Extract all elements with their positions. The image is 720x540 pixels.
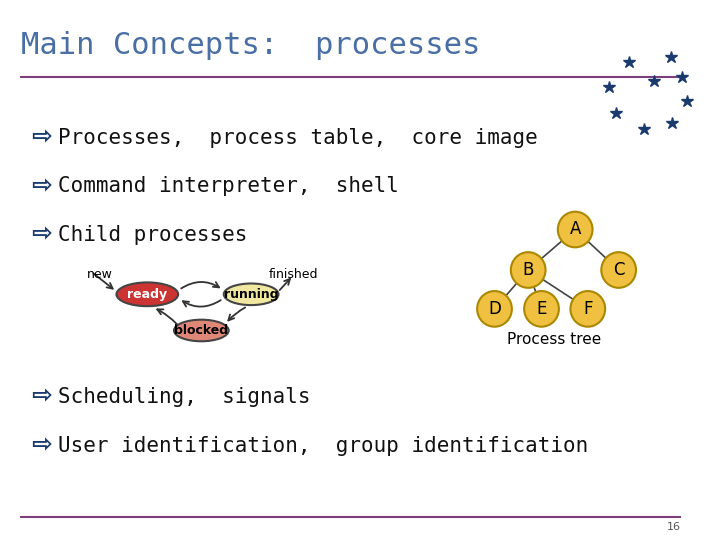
Ellipse shape — [117, 282, 178, 306]
Ellipse shape — [570, 291, 606, 327]
Text: Processes,  process table,  core image: Processes, process table, core image — [58, 127, 538, 148]
Ellipse shape — [510, 252, 546, 288]
Ellipse shape — [558, 212, 593, 247]
Text: Command interpreter,  shell: Command interpreter, shell — [58, 176, 399, 197]
Text: A: A — [570, 220, 581, 239]
Text: ⇨: ⇨ — [32, 434, 53, 457]
Text: ⇨: ⇨ — [32, 126, 53, 150]
Text: E: E — [536, 300, 546, 318]
Text: B: B — [523, 261, 534, 279]
Text: new: new — [87, 268, 113, 281]
Text: ⇨: ⇨ — [32, 223, 53, 247]
Text: User identification,  group identification: User identification, group identificatio… — [58, 435, 588, 456]
Ellipse shape — [601, 252, 636, 288]
Text: Process tree: Process tree — [507, 332, 601, 347]
Ellipse shape — [524, 291, 559, 327]
Text: C: C — [613, 261, 624, 279]
Text: F: F — [583, 300, 593, 318]
Text: ⇨: ⇨ — [32, 174, 53, 198]
Text: D: D — [488, 300, 501, 318]
Ellipse shape — [174, 320, 229, 341]
Ellipse shape — [477, 291, 512, 327]
Text: Scheduling,  signals: Scheduling, signals — [58, 387, 311, 407]
Text: Main Concepts:  processes: Main Concepts: processes — [21, 31, 480, 60]
Text: Child processes: Child processes — [58, 225, 248, 245]
Text: finished: finished — [269, 268, 318, 281]
Ellipse shape — [224, 284, 279, 305]
Text: 16: 16 — [667, 522, 680, 532]
Text: running: running — [224, 288, 279, 301]
Text: ready: ready — [127, 288, 167, 301]
Text: ⇨: ⇨ — [32, 385, 53, 409]
Text: blocked: blocked — [174, 324, 228, 337]
